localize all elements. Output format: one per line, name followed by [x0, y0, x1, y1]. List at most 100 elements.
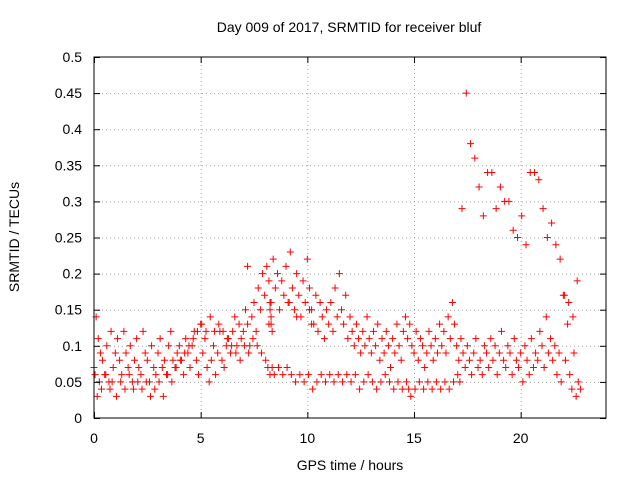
data-point [111, 349, 119, 357]
data-point [231, 313, 239, 321]
data-point [189, 335, 197, 343]
data-point [553, 371, 561, 379]
y-tick-labels: 0 0.05 0.1 0.15 0.2 0.25 0.3 0.35 0.4 0.45 0.5 [55, 49, 82, 426]
data-point [572, 392, 580, 400]
data-point [421, 363, 429, 371]
data-point [118, 371, 126, 379]
data-point [305, 306, 313, 314]
data-point [543, 234, 551, 241]
data-point [175, 342, 183, 350]
data-point [147, 392, 155, 400]
data-point [573, 277, 581, 285]
data-point [312, 291, 320, 299]
chart-title: Day 009 of 2017, SRMTID for receiver blu… [217, 19, 482, 35]
data-point [172, 363, 180, 371]
data-point [219, 327, 227, 335]
data-point [342, 291, 350, 299]
data-point [485, 363, 493, 371]
data-point [304, 371, 312, 379]
data-point [295, 291, 303, 299]
data-point [309, 385, 317, 393]
data-point [368, 378, 376, 386]
data-point [199, 349, 207, 357]
data-point [531, 169, 539, 177]
data-point [296, 371, 304, 379]
data-point [560, 291, 568, 299]
data-point [412, 327, 420, 335]
data-point [351, 371, 359, 379]
data-point [316, 298, 324, 306]
data-point [131, 356, 139, 364]
data-point [215, 320, 223, 328]
data-point [265, 277, 273, 285]
data-point [470, 349, 478, 357]
data-point [547, 335, 555, 343]
data-point [369, 327, 377, 335]
data-point [415, 378, 423, 386]
data-point [467, 140, 475, 148]
data-point [536, 327, 544, 335]
data-point [405, 385, 413, 393]
data-point [244, 262, 252, 270]
data-point [266, 298, 274, 306]
data-point [348, 327, 356, 335]
data-point [155, 378, 163, 386]
data-point [318, 313, 326, 321]
data-point [244, 320, 252, 328]
data-point [454, 371, 462, 379]
data-point [564, 320, 572, 328]
x-tick-label: 20 [513, 430, 529, 446]
data-point [241, 306, 249, 314]
data-point [401, 313, 409, 321]
data-point [483, 349, 491, 357]
data-point [321, 378, 329, 386]
data-point [287, 371, 295, 379]
data-point [539, 205, 547, 213]
data-point [268, 327, 276, 335]
data-point [93, 392, 101, 400]
data-point [158, 363, 166, 371]
data-point [544, 349, 552, 357]
data-point [367, 349, 375, 357]
data-point [574, 378, 582, 386]
data-point [444, 313, 452, 321]
data-point [235, 320, 243, 328]
data-point [323, 306, 331, 314]
data-point [500, 356, 508, 364]
data-point [99, 356, 107, 364]
data-point [555, 349, 563, 357]
x-tick-label: 10 [300, 430, 316, 446]
data-point [416, 335, 424, 343]
data-point [334, 371, 342, 379]
data-point [519, 378, 527, 386]
data-point [438, 342, 446, 350]
y-tick-label: 0.25 [55, 230, 82, 246]
data-point [206, 313, 214, 321]
data-point [475, 183, 483, 191]
data-point [96, 349, 104, 357]
data-point [301, 298, 309, 306]
data-point [523, 356, 531, 364]
x-tick-label: 15 [406, 430, 422, 446]
data-point [262, 356, 270, 364]
data-point [487, 335, 495, 343]
data-point [518, 212, 526, 220]
data-point [94, 335, 102, 343]
data-point [207, 356, 215, 364]
data-point [510, 335, 518, 343]
data-point [557, 378, 565, 386]
data-point [152, 371, 160, 379]
x-tick-labels: 0 5 10 15 20 [90, 430, 529, 446]
data-point [453, 342, 461, 350]
data-point [291, 306, 299, 314]
y-tick-label: 0.15 [55, 302, 82, 318]
data-point [535, 176, 543, 184]
data-point [129, 385, 137, 393]
data-point [406, 320, 414, 328]
data-point [423, 349, 431, 357]
y-tick-label: 0.3 [63, 193, 83, 209]
data-point [495, 349, 503, 357]
data-point [393, 320, 401, 328]
data-point [139, 327, 147, 335]
data-point [360, 378, 368, 386]
